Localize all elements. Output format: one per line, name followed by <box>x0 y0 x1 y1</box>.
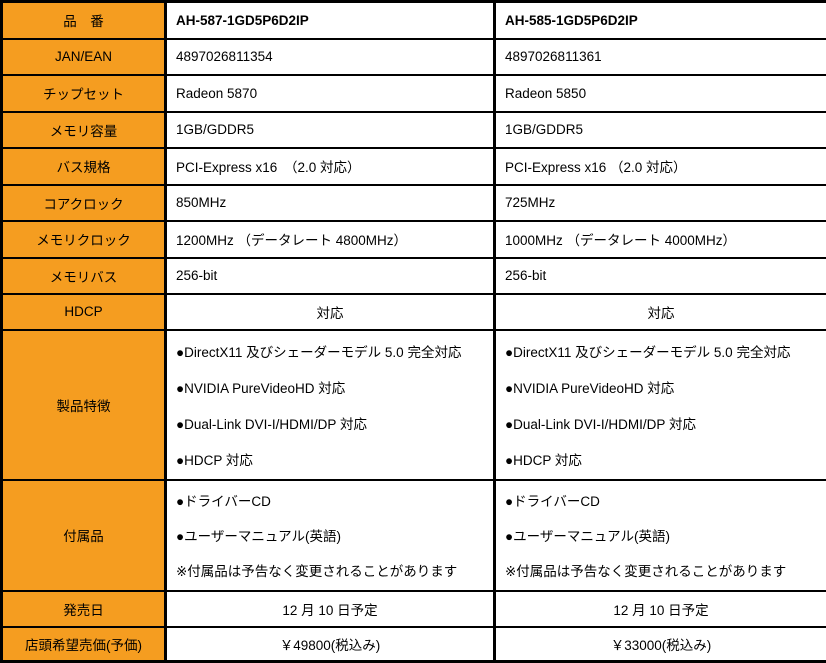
row-label-accessories: 付属品 <box>2 480 166 591</box>
row-label-jan-ean: JAN/EAN <box>2 39 166 75</box>
cell-bus-a: PCI-Express x16 （2.0 対応） <box>166 148 495 185</box>
cell-hdcp-a: 対応 <box>166 294 495 330</box>
cell-release-date-a: 12 月 10 日予定 <box>166 591 495 627</box>
feature-line: ●HDCP 対応 <box>505 441 822 477</box>
cell-release-date-b: 12 月 10 日予定 <box>495 591 826 627</box>
accessory-line: ●ユーザーマニュアル(英語) <box>505 518 822 553</box>
cell-accessories-a: ●ドライバーCD ●ユーザーマニュアル(英語) ※付属品は予告なく変更されること… <box>166 480 495 591</box>
cell-chipset-a: Radeon 5870 <box>166 75 495 112</box>
row-label-bus: バス規格 <box>2 148 166 185</box>
table-row-release-date: 発売日 12 月 10 日予定 12 月 10 日予定 <box>2 591 826 627</box>
row-label-memory-bus: メモリバス <box>2 258 166 294</box>
cell-memory-bus-a: 256-bit <box>166 258 495 294</box>
cell-hdcp-b: 対応 <box>495 294 826 330</box>
row-label-features: 製品特徴 <box>2 330 166 480</box>
table-row-core-clock: コアクロック 850MHz 725MHz <box>2 185 826 221</box>
feature-line: ●DirectX11 及びシェーダーモデル 5.0 完全対応 <box>505 333 822 369</box>
table-row-bus: バス規格 PCI-Express x16 （2.0 対応） PCI-Expres… <box>2 148 826 185</box>
cell-memory-clock-a: 1200MHz （データレート 4800MHz） <box>166 221 495 258</box>
table-row-hdcp: HDCP 対応 対応 <box>2 294 826 330</box>
row-label-core-clock: コアクロック <box>2 185 166 221</box>
accessory-line: ●ドライバーCD <box>505 483 822 518</box>
cell-memory-capacity-b: 1GB/GDDR5 <box>495 112 826 148</box>
cell-price-a: ￥49800(税込み) <box>166 627 495 662</box>
table-row-memory-bus: メモリバス 256-bit 256-bit <box>2 258 826 294</box>
cell-features-a: ●DirectX11 及びシェーダーモデル 5.0 完全対応 ●NVIDIA P… <box>166 330 495 480</box>
table-row-jan-ean: JAN/EAN 4897026811354 4897026811361 <box>2 39 826 75</box>
row-label-release-date: 発売日 <box>2 591 166 627</box>
cell-memory-bus-b: 256-bit <box>495 258 826 294</box>
accessory-line: ●ユーザーマニュアル(英語) <box>176 518 489 553</box>
table-row-part-number: 品 番 AH-587-1GD5P6D2IP AH-585-1GD5P6D2IP <box>2 2 826 39</box>
cell-features-b: ●DirectX11 及びシェーダーモデル 5.0 完全対応 ●NVIDIA P… <box>495 330 826 480</box>
cell-price-b: ￥33000(税込み) <box>495 627 826 662</box>
table-row-memory-capacity: メモリ容量 1GB/GDDR5 1GB/GDDR5 <box>2 112 826 148</box>
cell-accessories-b: ●ドライバーCD ●ユーザーマニュアル(英語) ※付属品は予告なく変更されること… <box>495 480 826 591</box>
cell-part-number-b: AH-585-1GD5P6D2IP <box>495 2 826 39</box>
cell-jan-ean-a: 4897026811354 <box>166 39 495 75</box>
feature-line: ●HDCP 対応 <box>176 441 489 477</box>
cell-core-clock-b: 725MHz <box>495 185 826 221</box>
cell-memory-capacity-a: 1GB/GDDR5 <box>166 112 495 148</box>
cell-bus-b: PCI-Express x16 （2.0 対応） <box>495 148 826 185</box>
feature-line: ●DirectX11 及びシェーダーモデル 5.0 完全対応 <box>176 333 489 369</box>
cell-core-clock-a: 850MHz <box>166 185 495 221</box>
table-row-memory-clock: メモリクロック 1200MHz （データレート 4800MHz） 1000MHz… <box>2 221 826 258</box>
row-label-memory-clock: メモリクロック <box>2 221 166 258</box>
row-label-chipset: チップセット <box>2 75 166 112</box>
accessory-line: ●ドライバーCD <box>176 483 489 518</box>
cell-jan-ean-b: 4897026811361 <box>495 39 826 75</box>
feature-line: ●NVIDIA PureVideoHD 対応 <box>505 369 822 405</box>
row-label-hdcp: HDCP <box>2 294 166 330</box>
accessory-line: ※付属品は予告なく変更されることがあります <box>505 553 822 588</box>
feature-line: ●NVIDIA PureVideoHD 対応 <box>176 369 489 405</box>
cell-chipset-b: Radeon 5850 <box>495 75 826 112</box>
table-row-features: 製品特徴 ●DirectX11 及びシェーダーモデル 5.0 完全対応 ●NVI… <box>2 330 826 480</box>
table-row-price: 店頭希望売価(予価) ￥49800(税込み) ￥33000(税込み) <box>2 627 826 662</box>
cell-memory-clock-b: 1000MHz （データレート 4000MHz） <box>495 221 826 258</box>
row-label-part-number: 品 番 <box>2 2 166 39</box>
cell-part-number-a: AH-587-1GD5P6D2IP <box>166 2 495 39</box>
row-label-memory-capacity: メモリ容量 <box>2 112 166 148</box>
table-row-chipset: チップセット Radeon 5870 Radeon 5850 <box>2 75 826 112</box>
feature-line: ●Dual-Link DVI-I/HDMI/DP 対応 <box>176 405 489 441</box>
accessory-line: ※付属品は予告なく変更されることがあります <box>176 553 489 588</box>
feature-line: ●Dual-Link DVI-I/HDMI/DP 対応 <box>505 405 822 441</box>
row-label-price: 店頭希望売価(予価) <box>2 627 166 662</box>
table-row-accessories: 付属品 ●ドライバーCD ●ユーザーマニュアル(英語) ※付属品は予告なく変更さ… <box>2 480 826 591</box>
